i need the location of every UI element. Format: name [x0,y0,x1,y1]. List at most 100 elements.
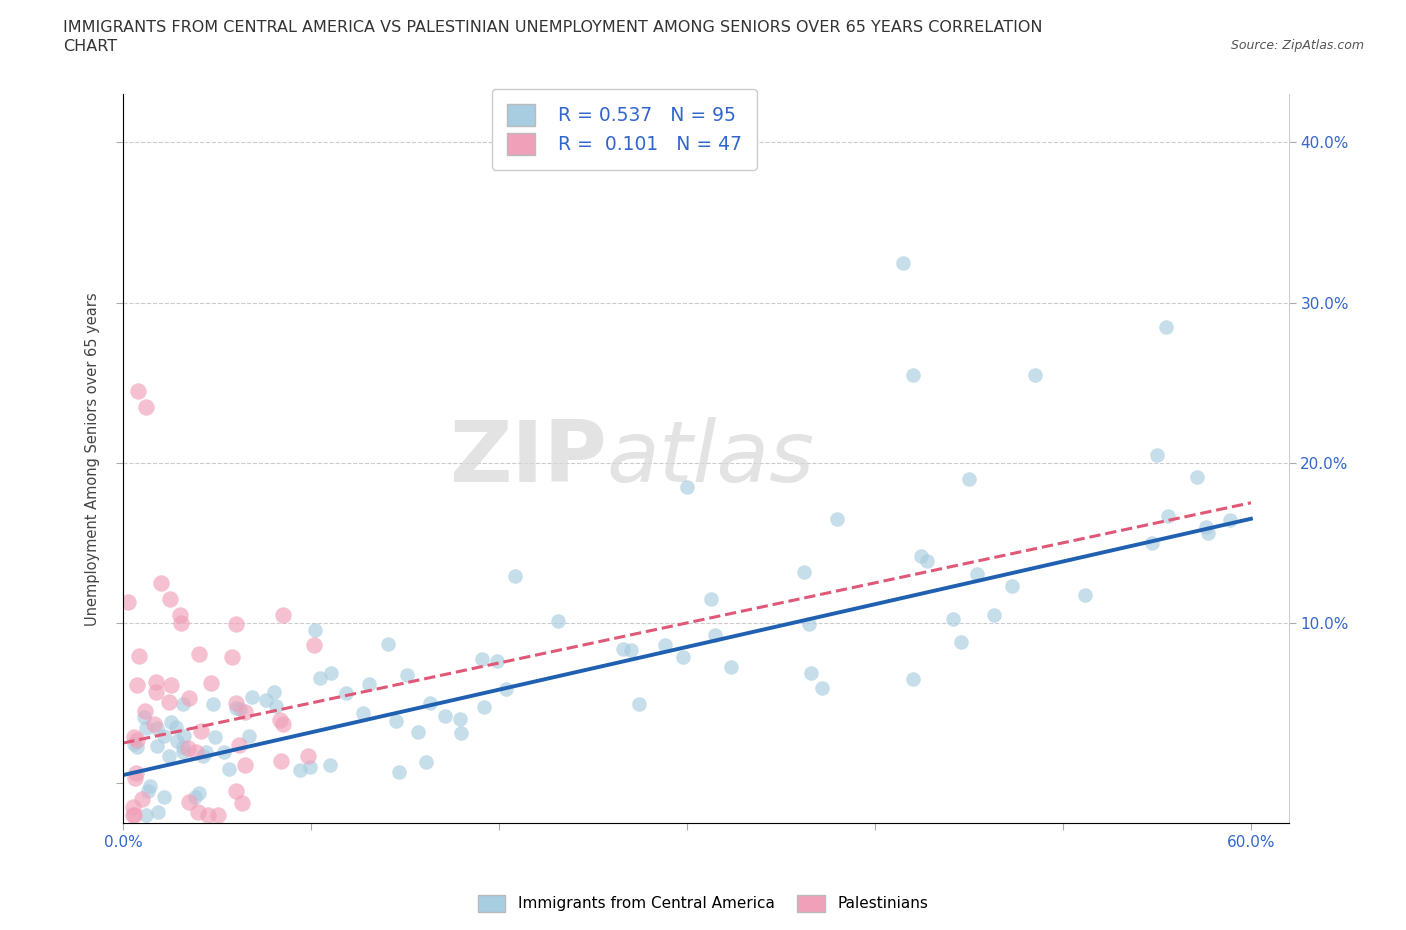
Point [901,367,924,382]
Point [169,607,191,622]
Point [297,749,319,764]
Point [263,684,285,699]
Point [212,744,235,759]
Point [240,689,263,704]
Point [202,697,225,711]
Point [122,730,145,745]
Point [134,704,156,719]
Point [229,702,252,717]
Point [225,617,247,631]
Point [1024,367,1046,382]
Point [942,611,965,626]
Point [172,697,194,711]
Point [166,733,188,748]
Point [188,786,211,801]
Point [152,790,174,804]
Legend:   R = 0.537   N = 95,   R =  0.101   N = 47: R = 0.537 N = 95, R = 0.101 N = 47 [492,89,756,170]
Point [159,591,181,606]
Point [204,730,226,745]
Point [233,757,256,772]
Point [309,671,332,685]
Point [827,512,849,526]
Point [225,700,247,715]
Point [419,696,441,711]
Y-axis label: Unemployment Among Seniors over 65 years: Unemployment Among Seniors over 65 years [86,292,100,626]
Point [177,690,200,705]
Point [983,608,1005,623]
Point [122,807,145,822]
Point [495,682,517,697]
Point [966,566,988,581]
Point [121,800,143,815]
Point [124,737,146,751]
Point [799,617,821,631]
Legend: Immigrants from Central America, Palestinians: Immigrants from Central America, Palesti… [472,889,934,918]
Point [145,684,167,699]
Point [627,697,650,711]
Point [121,807,143,822]
Point [269,712,291,727]
Text: Source: ZipAtlas.com: Source: ZipAtlas.com [1230,39,1364,52]
Point [173,729,195,744]
Point [811,680,834,695]
Point [128,649,150,664]
Point [335,685,357,700]
Point [950,634,973,649]
Point [165,719,187,734]
Point [191,749,214,764]
Point [1157,508,1180,523]
Point [395,668,418,683]
Point [157,748,180,763]
Point [145,674,167,689]
Point [187,804,209,819]
Point [1146,447,1168,462]
Point [254,693,277,708]
Point [1195,520,1218,535]
Point [170,616,193,631]
Point [231,795,253,810]
Point [433,708,456,723]
Point [186,745,208,760]
Point [157,695,180,710]
Point [471,651,494,666]
Point [1197,525,1219,540]
Text: atlas: atlas [607,418,815,500]
Point [503,569,526,584]
Point [125,739,148,754]
Point [218,762,240,777]
Point [124,771,146,786]
Point [135,399,157,414]
Point [450,725,472,740]
Point [146,720,169,735]
Point [188,646,211,661]
Point [304,638,326,653]
Point [384,714,406,729]
Point [225,784,247,799]
Point [720,659,742,674]
Point [359,677,381,692]
Point [136,783,159,798]
Point [901,671,924,686]
Point [228,737,250,752]
Point [127,383,149,398]
Point [620,643,643,658]
Point [472,699,495,714]
Point [148,804,170,819]
Point [172,745,194,760]
Text: ZIP: ZIP [449,418,607,500]
Point [703,627,725,642]
Point [200,675,222,690]
Point [793,565,815,580]
Point [299,759,322,774]
Point [304,622,326,637]
Point [160,677,183,692]
Point [377,637,399,652]
Point [1185,470,1208,485]
Point [1156,319,1178,334]
Point [271,607,294,622]
Text: IMMIGRANTS FROM CENTRAL AMERICA VS PALESTINIAN UNEMPLOYMENT AMONG SENIORS OVER 6: IMMIGRANTS FROM CENTRAL AMERICA VS PALES… [63,20,1043,35]
Point [891,255,914,270]
Point [270,754,292,769]
Point [134,710,156,724]
Point [190,724,212,739]
